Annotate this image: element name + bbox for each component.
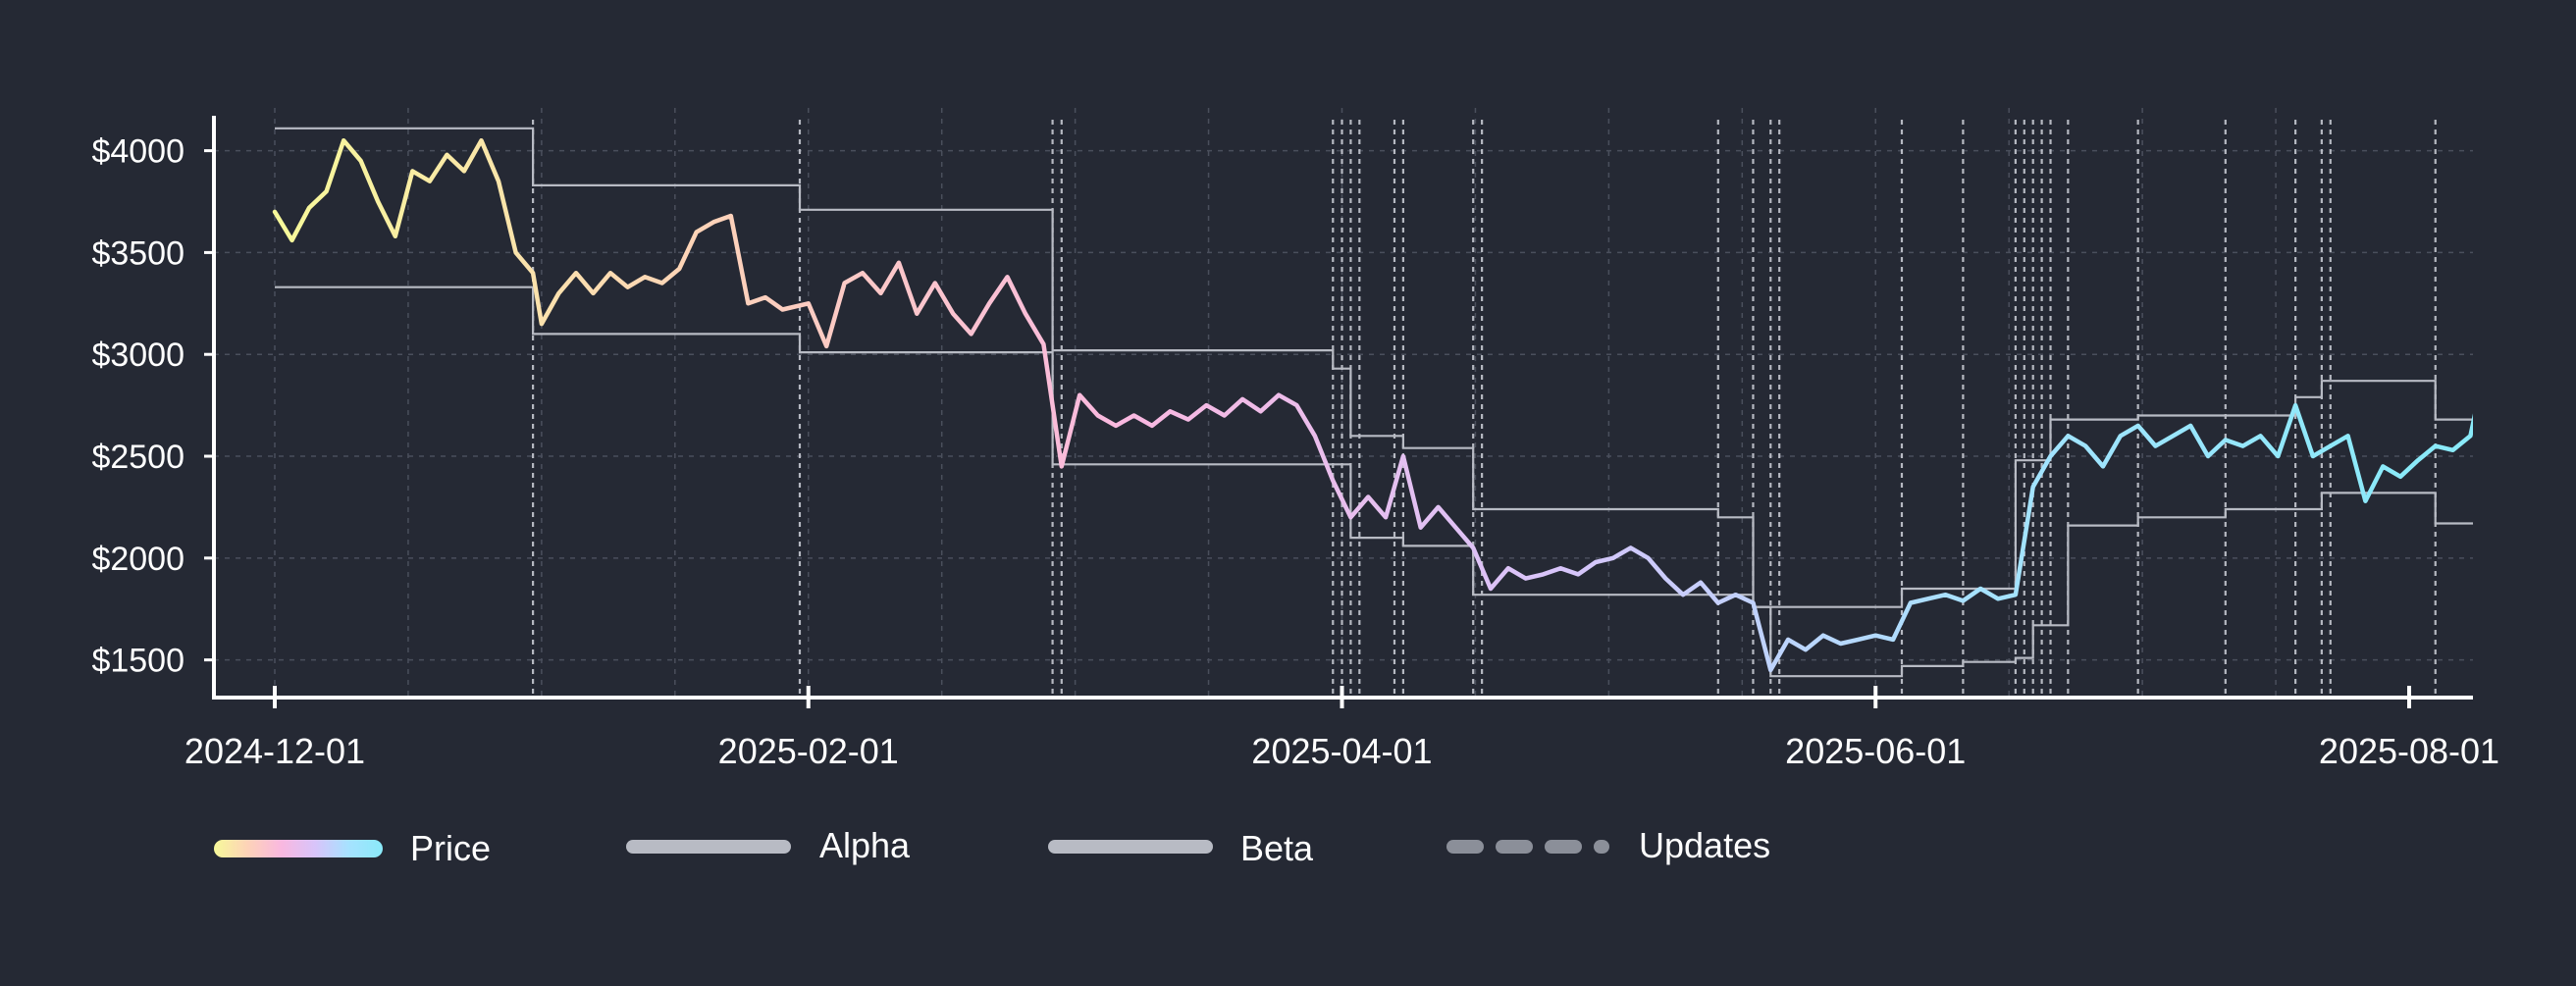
legend-beta-label: Beta <box>1240 828 1314 868</box>
x-tick-label: 2024-12-01 <box>184 731 365 771</box>
price-series <box>272 137 2473 673</box>
x-tick-label: 2025-02-01 <box>718 731 899 771</box>
legend-alpha-label: Alpha <box>819 825 911 865</box>
x-tick-label: 2025-04-01 <box>1251 731 1432 771</box>
y-tick-label: $3500 <box>91 234 184 272</box>
y-tick-label: $1500 <box>91 643 184 680</box>
y-tick-label: $2000 <box>91 541 184 578</box>
x-axis-ticks: 2024-12-01 2025-02-01 2025-04-01 2025-06-01… <box>184 686 2499 771</box>
update-markers <box>532 120 2437 697</box>
series-beta-line <box>275 285 2473 678</box>
legend-updates-label: Updates <box>1639 825 1770 865</box>
legend-updates-swatch <box>1446 840 1609 854</box>
legend-beta-swatch <box>1048 840 1213 854</box>
legend-price-label: Price <box>410 828 491 868</box>
x-tick-label: 2025-08-01 <box>2319 731 2499 771</box>
legend-alpha-swatch <box>626 840 791 854</box>
series-alpha-line <box>275 127 2473 608</box>
y-axis-ticks: $1500 $2000 $2500 $3000 $3500 $4000 <box>91 133 214 680</box>
y-tick-label: $2500 <box>91 439 184 476</box>
legend-price-swatch <box>214 840 383 857</box>
series-price-line <box>272 137 2473 673</box>
y-tick-label: $3000 <box>91 337 184 374</box>
legend: Price Alpha Beta Updates <box>214 825 1770 868</box>
bands <box>275 127 2473 678</box>
grid-lines <box>214 108 2473 697</box>
x-tick-label: 2025-06-01 <box>1785 731 1966 771</box>
y-tick-label: $4000 <box>91 133 184 171</box>
